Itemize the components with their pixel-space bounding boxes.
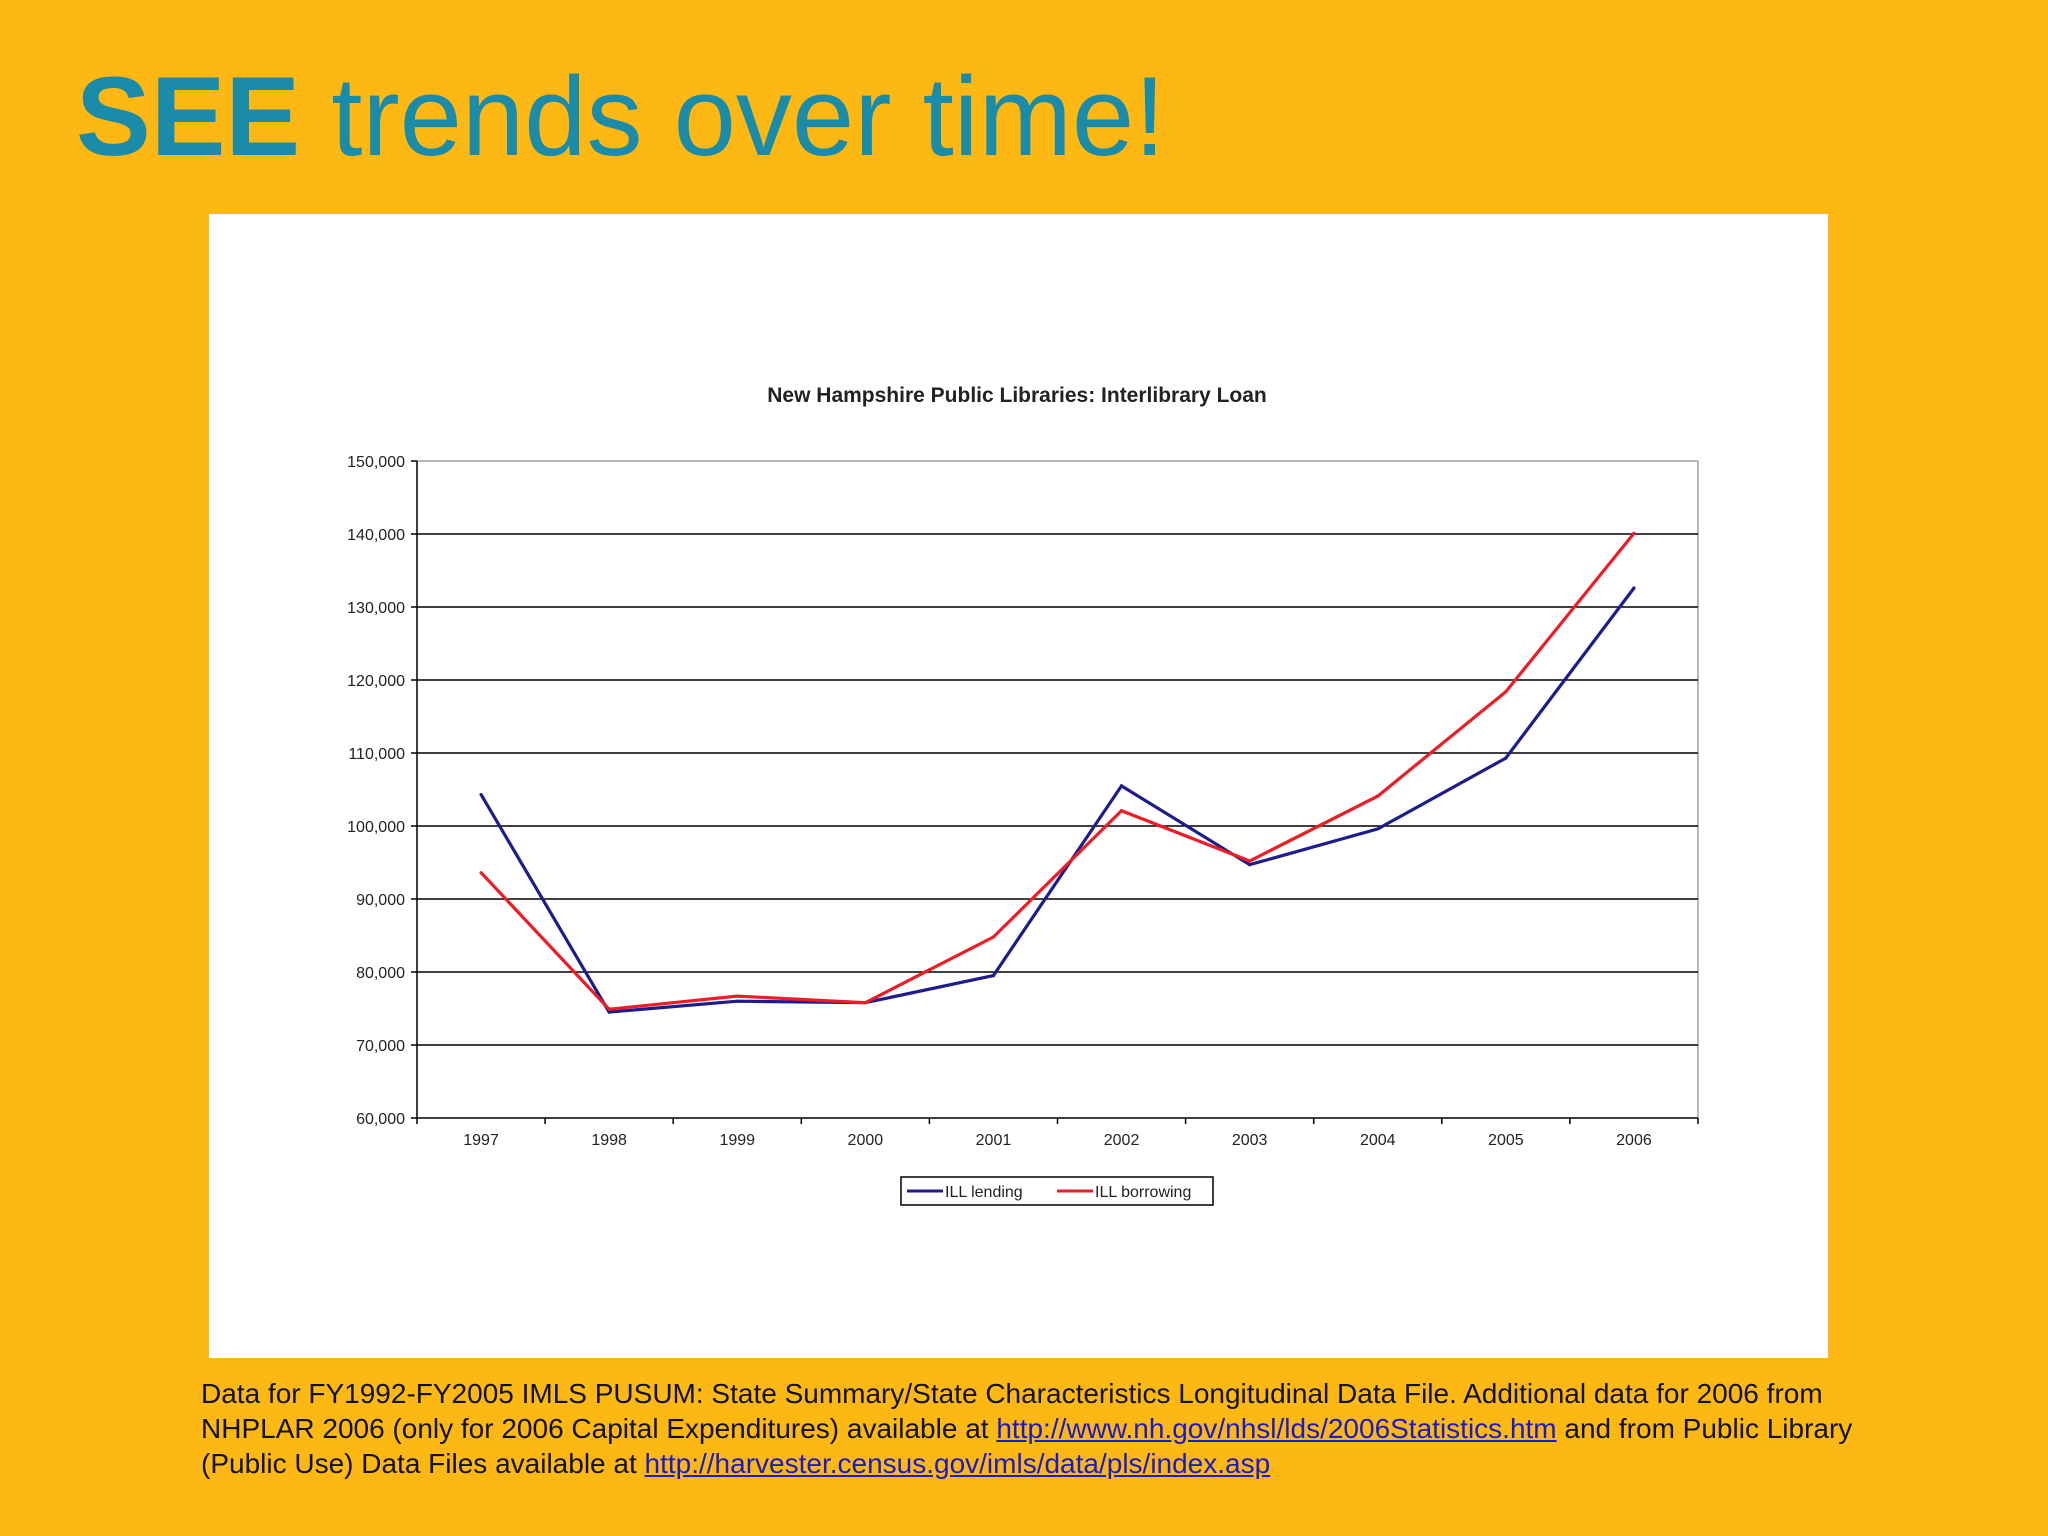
y-tick-label: 100,000 — [347, 819, 405, 836]
source-note: Data for FY1992-FY2005 IMLS PUSUM: State… — [201, 1376, 1901, 1481]
x-tick-label: 2003 — [1232, 1132, 1268, 1149]
nhsl-statistics-link[interactable]: http://www.nh.gov/nhsl/lds/2006Statistic… — [996, 1413, 1557, 1444]
data-point-ill-lending — [1632, 586, 1636, 590]
x-tick-label: 1997 — [463, 1132, 499, 1149]
y-tick-label: 150,000 — [347, 454, 405, 471]
data-point-ill-borrowing — [1504, 690, 1508, 694]
imls-data-files-link[interactable]: http://harvester.census.gov/imls/data/pl… — [644, 1448, 1271, 1479]
slide-title-rest: trends over time! — [300, 54, 1166, 179]
data-point-ill-lending — [735, 999, 739, 1003]
chart-series — [479, 531, 1636, 1014]
series-line-ill-borrowing — [479, 532, 1636, 1011]
chart-legend: ILL lending ILL borrowing — [900, 1176, 1214, 1206]
y-tick-label: 130,000 — [347, 600, 405, 617]
y-tick-label: 80,000 — [356, 965, 405, 982]
data-point-ill-lending — [607, 1010, 611, 1014]
data-point-ill-borrowing — [735, 994, 739, 998]
x-tick-label: 1998 — [591, 1132, 627, 1149]
data-point-ill-borrowing — [1376, 794, 1380, 798]
x-tick-label: 2006 — [1616, 1132, 1652, 1149]
legend-label-ill-lending: ILL lending — [945, 1184, 1023, 1201]
x-tick-label: 2004 — [1360, 1132, 1396, 1149]
x-tick-label: 2002 — [1104, 1132, 1140, 1149]
x-tick-label: 2000 — [848, 1132, 884, 1149]
data-point-ill-borrowing — [1248, 859, 1252, 863]
source-note-text-1: Data for FY1992-FY2005 IMLS PUSUM: State… — [201, 1378, 1823, 1444]
y-tick-label: 60,000 — [356, 1111, 405, 1128]
chart-grid — [417, 460, 1699, 1118]
data-point-ill-borrowing — [1632, 531, 1636, 535]
x-tick-label: 2001 — [976, 1132, 1012, 1149]
y-tick-label: 120,000 — [347, 673, 405, 690]
data-point-ill-borrowing — [1119, 809, 1124, 813]
chart-title: New Hampshire Public Libraries: Interlib… — [767, 384, 1266, 407]
legend-label-ill-borrowing: ILL borrowing — [1095, 1184, 1191, 1201]
x-tick-label: 2005 — [1488, 1132, 1524, 1149]
data-point-ill-borrowing — [479, 871, 483, 875]
chart-panel: New Hampshire Public Libraries: Interlib… — [209, 214, 1828, 1358]
y-tick-label: 110,000 — [348, 746, 405, 763]
data-point-ill-lending — [1376, 827, 1380, 831]
data-point-ill-lending — [1119, 784, 1124, 788]
data-point-ill-lending — [991, 974, 996, 978]
x-tick-label: 1999 — [719, 1132, 755, 1149]
data-point-ill-lending — [1504, 756, 1508, 760]
series-line-ill-lending — [479, 587, 1636, 1014]
data-point-ill-borrowing — [607, 1007, 611, 1011]
y-tick-label: 90,000 — [356, 892, 405, 909]
data-point-ill-lending — [479, 793, 483, 797]
chart-axes: 60,000 70,000 80,000 90,000 100,000 110,000 12… — [347, 454, 1699, 1149]
interlibrary-loan-line-chart: New Hampshire Public Libraries: Interlib… — [347, 384, 1699, 1206]
data-point-ill-borrowing — [863, 1001, 867, 1005]
source-note-text-2: and from Public Library (Public Use) Dat… — [201, 1413, 1853, 1479]
slide-title-emphasis: SEE — [76, 54, 301, 179]
slide-title: SEE trends over time! — [76, 55, 1165, 178]
y-tick-label: 140,000 — [347, 527, 405, 544]
data-point-ill-borrowing — [991, 935, 996, 939]
y-tick-label: 70,000 — [356, 1038, 405, 1055]
data-point-ill-lending — [1248, 863, 1252, 867]
